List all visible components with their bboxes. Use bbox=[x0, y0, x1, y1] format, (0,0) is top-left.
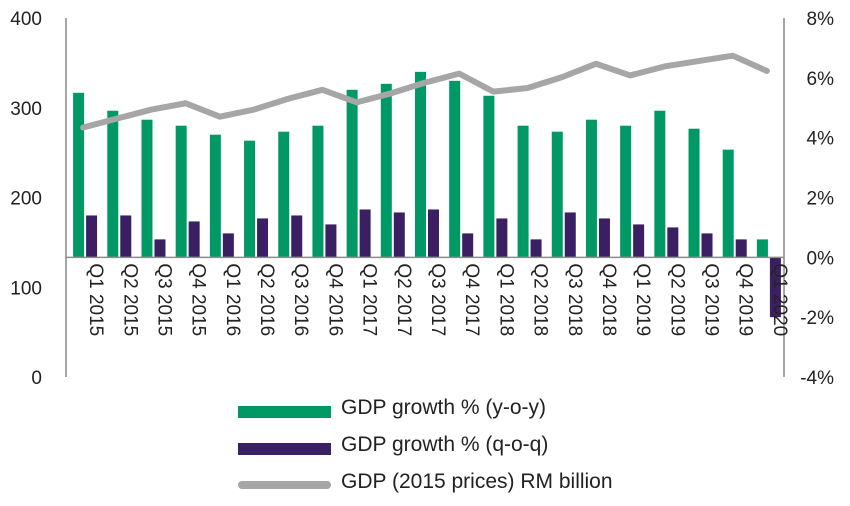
bar-qoq bbox=[120, 215, 132, 258]
bar-yoy bbox=[175, 125, 187, 258]
bar-yoy bbox=[620, 125, 632, 258]
bar-qoq bbox=[154, 239, 166, 258]
legend-label-yoy: GDP growth % (y-o-y) bbox=[341, 396, 546, 419]
bar-qoq bbox=[257, 218, 269, 258]
bar-yoy bbox=[654, 110, 666, 258]
x-tick-label: Q1 2018 bbox=[495, 263, 516, 336]
right-axis: -4% -2% 0% 2% 4% 6% 8% bbox=[783, 9, 835, 389]
x-tick-label: Q2 2016 bbox=[256, 263, 277, 336]
left-tick-label: 300 bbox=[10, 99, 42, 120]
x-tick-label: Q3 2016 bbox=[290, 263, 311, 336]
bar-qoq bbox=[530, 239, 542, 258]
x-tick-label: Q2 2019 bbox=[666, 263, 687, 336]
x-tick-label: Q3 2019 bbox=[701, 263, 722, 336]
bar-yoy bbox=[278, 131, 290, 258]
right-tick-label: -2% bbox=[800, 308, 834, 329]
bar-yoy bbox=[517, 125, 529, 258]
legend: GDP growth % (y-o-y) GDP growth % (q-o-q… bbox=[238, 393, 758, 504]
x-tick-label: Q4 2015 bbox=[188, 263, 209, 336]
bar-yoy bbox=[415, 71, 426, 258]
x-tick-label: Q1 2016 bbox=[222, 263, 243, 336]
bars-group bbox=[73, 71, 781, 318]
bar-qoq bbox=[325, 224, 337, 258]
line-group bbox=[80, 52, 770, 131]
bar-yoy bbox=[244, 140, 256, 258]
left-axis: 0 100 200 300 400 bbox=[10, 9, 67, 389]
legend-swatch-yoy bbox=[238, 406, 331, 418]
x-tick-label: Q3 2015 bbox=[153, 263, 174, 336]
bar-yoy bbox=[722, 149, 734, 258]
bar-yoy bbox=[380, 83, 392, 258]
bar-yoy bbox=[483, 95, 495, 258]
x-tick-label: Q1 2020 bbox=[769, 263, 790, 336]
bar-qoq bbox=[769, 257, 781, 318]
bar-yoy bbox=[73, 92, 85, 258]
x-tick-label: Q4 2016 bbox=[324, 263, 345, 336]
gdp-line bbox=[80, 52, 770, 131]
bar-qoq bbox=[633, 224, 645, 258]
bar-qoq bbox=[667, 227, 679, 258]
bar-qoq bbox=[496, 218, 508, 258]
bar-yoy bbox=[449, 80, 461, 258]
right-tick-label: -4% bbox=[800, 368, 834, 389]
bar-qoq bbox=[86, 215, 98, 258]
x-tick-label: Q2 2018 bbox=[530, 263, 551, 336]
bar-yoy bbox=[585, 119, 597, 258]
right-tick-label: 0% bbox=[807, 248, 835, 269]
x-tick-label: Q3 2018 bbox=[564, 263, 585, 336]
left-tick-label: 0 bbox=[31, 368, 42, 389]
right-tick-label: 6% bbox=[807, 69, 835, 90]
bar-qoq bbox=[291, 215, 303, 258]
bar-yoy bbox=[346, 89, 358, 258]
legend-label-qoq: GDP growth % (q-o-q) bbox=[341, 433, 549, 456]
bar-yoy bbox=[209, 134, 221, 258]
legend-item-gdp: GDP (2015 prices) RM billion bbox=[238, 467, 758, 504]
right-tick-label: 8% bbox=[807, 9, 835, 30]
legend-line-gdp bbox=[238, 481, 331, 489]
bar-qoq bbox=[564, 212, 576, 258]
bar-yoy bbox=[312, 125, 324, 258]
left-tick-label: 200 bbox=[10, 189, 42, 210]
x-tick-label: Q1 2019 bbox=[632, 263, 653, 336]
x-tick-label: Q4 2017 bbox=[461, 263, 482, 336]
bar-qoq bbox=[222, 233, 234, 258]
bar-qoq bbox=[393, 212, 405, 258]
legend-label-gdp: GDP (2015 prices) RM billion bbox=[341, 470, 613, 493]
bar-qoq bbox=[188, 221, 200, 258]
bar-qoq bbox=[428, 209, 439, 258]
bar-qoq bbox=[359, 209, 371, 258]
x-tick-label: Q2 2017 bbox=[393, 263, 414, 336]
x-tick-label: Q2 2015 bbox=[119, 263, 140, 336]
left-tick-label: 100 bbox=[10, 278, 42, 299]
right-tick-label: 2% bbox=[807, 189, 835, 210]
bar-yoy bbox=[141, 119, 153, 258]
x-tick-label: Q4 2018 bbox=[598, 263, 619, 336]
bar-qoq bbox=[735, 239, 747, 258]
left-tick-label: 400 bbox=[10, 9, 42, 30]
bar-qoq bbox=[462, 233, 474, 258]
legend-item-qoq: GDP growth % (q-o-q) bbox=[238, 430, 758, 467]
x-tick-label: Q1 2015 bbox=[85, 263, 106, 336]
right-tick-label: 4% bbox=[807, 129, 835, 150]
x-tick-label: Q1 2017 bbox=[359, 263, 380, 336]
x-tick-label: Q3 2017 bbox=[427, 263, 448, 336]
legend-item-yoy: GDP growth % (y-o-y) bbox=[238, 393, 758, 430]
bar-qoq bbox=[598, 218, 610, 258]
bar-yoy bbox=[107, 110, 119, 258]
bar-yoy bbox=[551, 131, 563, 258]
bar-yoy bbox=[756, 239, 768, 258]
bar-yoy bbox=[688, 128, 700, 258]
x-tick-labels: Q1 2015 Q2 2015 Q3 2015 Q4 2015 Q1 2016 Q2 20… bbox=[85, 263, 790, 336]
legend-swatch-qoq bbox=[238, 443, 331, 455]
bar-qoq bbox=[701, 233, 713, 258]
x-tick-label: Q4 2019 bbox=[735, 263, 756, 336]
